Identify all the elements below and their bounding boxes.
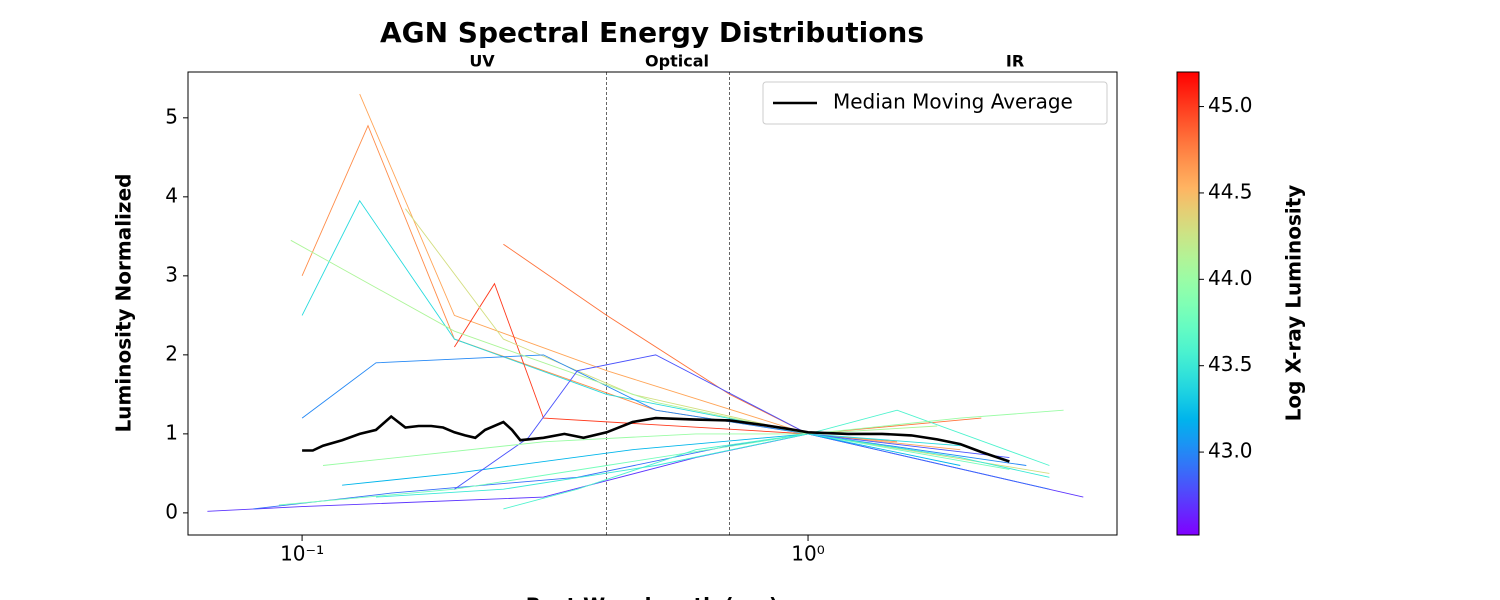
sed-line	[301, 124, 898, 443]
y-tick-label: 5	[165, 104, 178, 128]
colorbar-tick-label: 43.5	[1208, 352, 1253, 376]
y-tick-label: 3	[165, 262, 178, 286]
x-tick-label: 10⁰	[791, 542, 824, 566]
colorbar	[1176, 71, 1200, 536]
sed-line	[375, 433, 1050, 498]
y-tick-label: 2	[165, 341, 178, 365]
y-axis-label: Luminosity Normalized	[112, 174, 136, 433]
plot-frame	[187, 71, 1118, 536]
colorbar-tick-label: 44.0	[1208, 266, 1253, 290]
band-label: UV	[469, 52, 495, 71]
sed-line	[503, 243, 982, 435]
chart-title: AGN Spectral Energy Distributions	[380, 16, 924, 49]
x-tick-label: 10⁻¹	[280, 542, 324, 566]
y-tick-label: 4	[165, 183, 178, 207]
band-label: IR	[1006, 52, 1024, 71]
sed-line	[359, 93, 961, 451]
sed-line	[503, 409, 1050, 510]
sed-line	[253, 433, 1050, 510]
median-line	[302, 414, 1010, 463]
sed-line	[301, 199, 961, 447]
y-tick-label: 0	[165, 499, 178, 523]
band-label: Optical	[645, 52, 709, 71]
colorbar-label: Log X-ray Luminosity	[1282, 185, 1306, 422]
sed-line	[322, 409, 1064, 466]
legend-box	[762, 81, 1108, 125]
sed-line	[454, 354, 1010, 490]
y-tick-label: 1	[165, 420, 178, 444]
legend-label: Median Moving Average	[833, 90, 1073, 114]
colorbar-tick-label: 44.5	[1208, 179, 1253, 203]
colorbar-tick-label: 43.0	[1208, 439, 1253, 463]
sed-line	[301, 354, 1027, 466]
sed-line	[454, 282, 809, 435]
colorbar-tick-label: 45.0	[1208, 93, 1253, 117]
sed-line	[290, 239, 938, 435]
sed-line	[342, 433, 961, 486]
x-axis-label: Rest Wavelength (μm)	[526, 594, 778, 600]
